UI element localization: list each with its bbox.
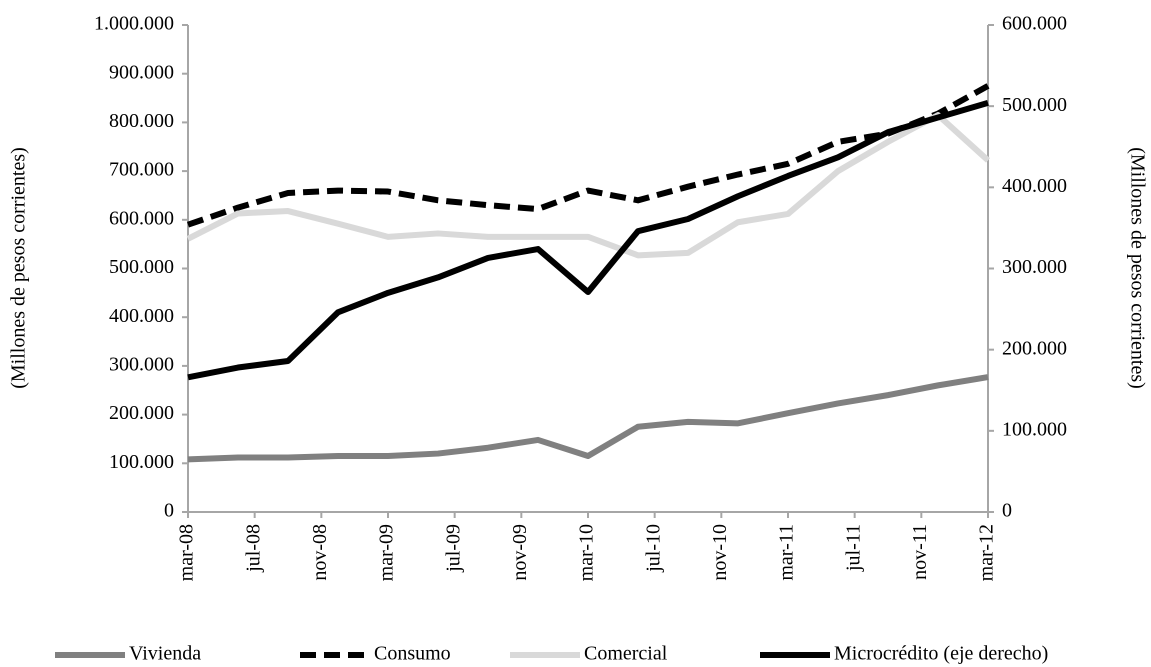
y-tick-label: 100.000 xyxy=(109,451,174,473)
x-tick-label: nov-09 xyxy=(509,524,531,581)
y-axis-label: (Millones de pesos corrientes) xyxy=(8,147,30,389)
y-tick-label: 300.000 xyxy=(109,353,174,375)
y2-tick-label: 0 xyxy=(1002,500,1012,522)
y2-tick-label: 300.000 xyxy=(1002,256,1067,278)
y-tick-label: 400.000 xyxy=(109,305,174,327)
x-tick-label: nov-11 xyxy=(909,524,931,580)
series-line xyxy=(187,100,989,381)
legend-label: Vivienda xyxy=(129,643,201,665)
x-tick-label: nov-08 xyxy=(309,524,331,581)
legend-label: Consumo xyxy=(374,643,451,665)
legend-label: Microcrédito (eje derecho) xyxy=(834,643,1048,665)
x-tick-label: nov-10 xyxy=(709,524,731,581)
y2-tick-label: 600.000 xyxy=(1002,13,1067,35)
x-tick-label: mar-08 xyxy=(176,524,198,581)
x-tick-label: mar-11 xyxy=(776,524,798,581)
x-tick-label: mar-12 xyxy=(976,524,998,581)
x-tick-label: mar-10 xyxy=(576,524,598,581)
x-tick-label: mar-09 xyxy=(376,524,398,581)
y2-tick-label: 200.000 xyxy=(1002,337,1067,359)
x-tick-label: jul-08 xyxy=(242,524,264,573)
legend-label: Comercial xyxy=(584,643,668,665)
series-line xyxy=(187,83,990,228)
series-line xyxy=(186,112,991,259)
y-tick-label: 600.000 xyxy=(109,207,174,229)
x-tick-label: jul-09 xyxy=(442,524,464,573)
y-tick-label: 200.000 xyxy=(109,402,174,424)
y-tick-label: 700.000 xyxy=(109,159,174,181)
series-line xyxy=(187,374,989,463)
y-tick-label: 500.000 xyxy=(109,256,174,278)
y2-tick-label: 100.000 xyxy=(1002,418,1067,440)
x-tick-label: jul-11 xyxy=(842,524,864,572)
y2-tick-label: 500.000 xyxy=(1002,94,1067,116)
x-tick-label: jul-10 xyxy=(642,524,664,573)
y-tick-label: 900.000 xyxy=(109,61,174,83)
y-tick-label: 800.000 xyxy=(109,110,174,132)
y-tick-label: 0 xyxy=(164,500,174,522)
y2-axis-label: (Millones de pesos corrientes) xyxy=(1126,147,1148,389)
y2-tick-label: 400.000 xyxy=(1002,175,1067,197)
y-tick-label: 1.000.000 xyxy=(94,13,174,35)
